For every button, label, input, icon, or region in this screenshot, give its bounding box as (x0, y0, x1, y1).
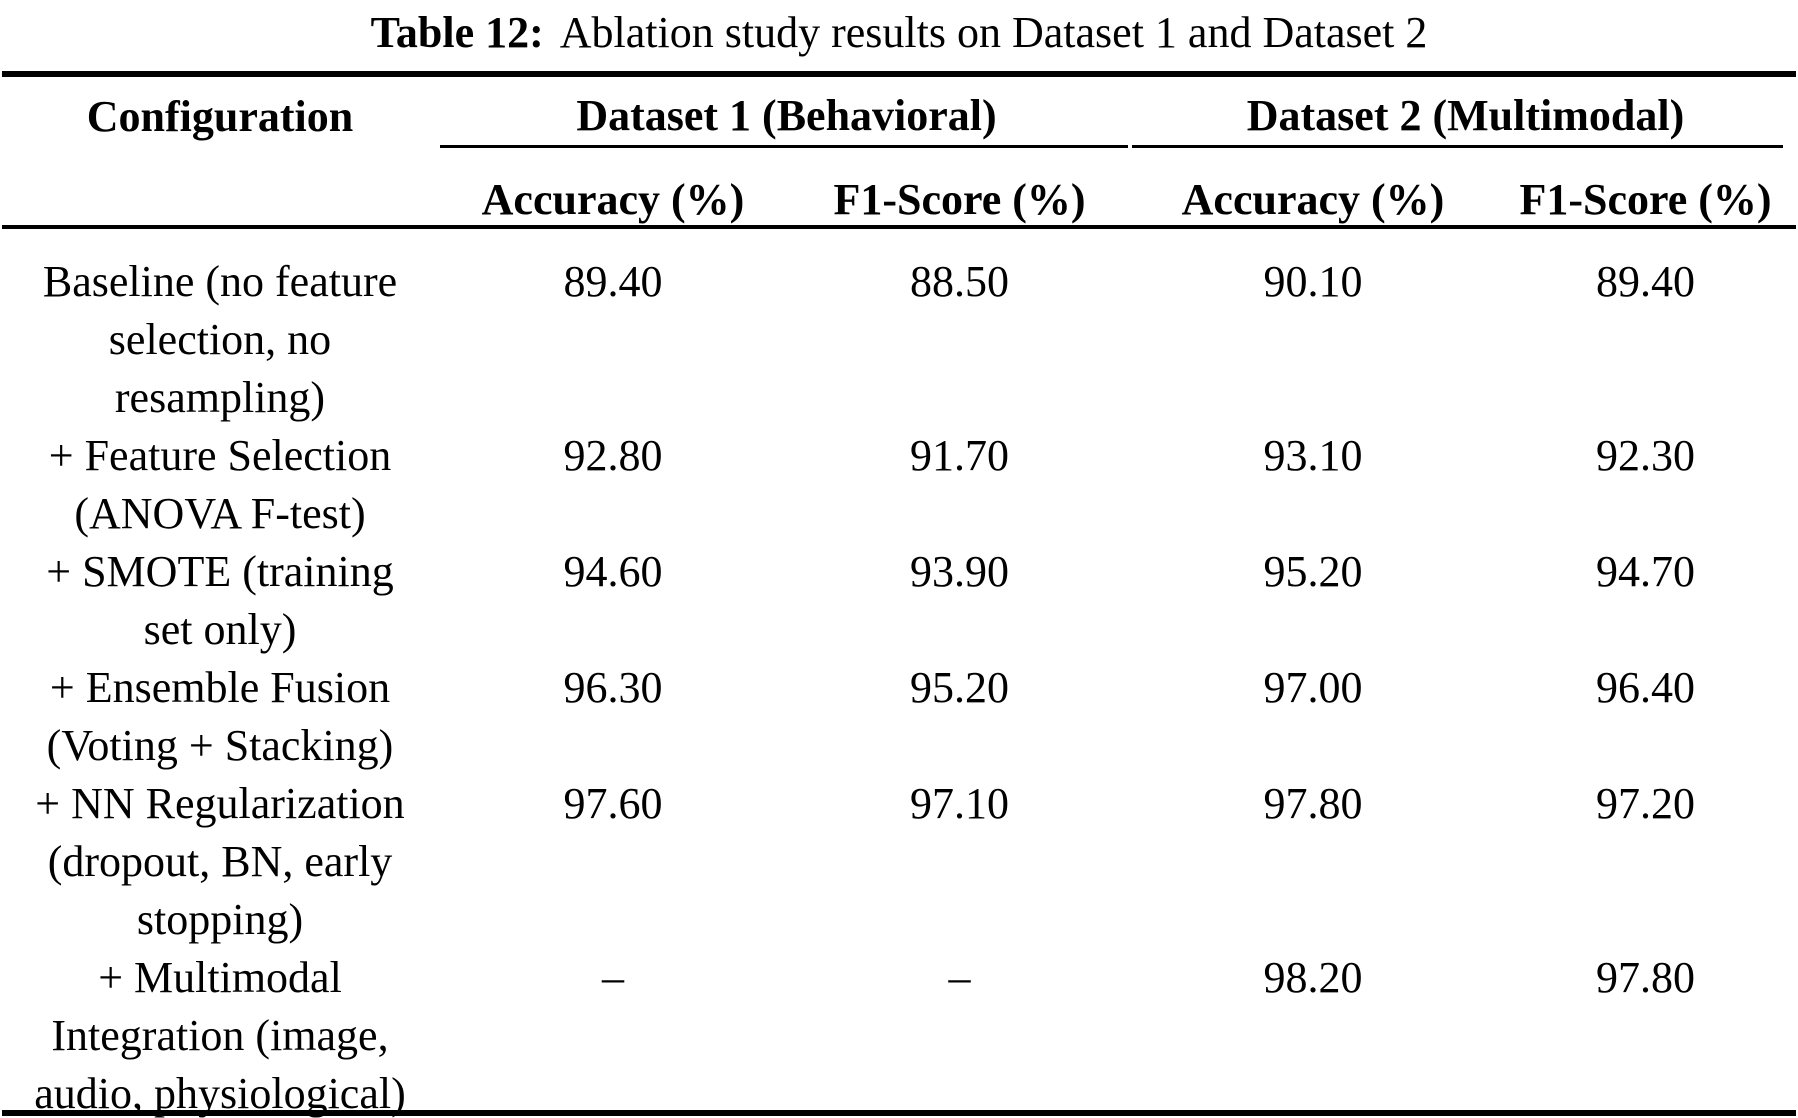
header-bottom-rule (2, 225, 1796, 229)
value-cell: 89.40 (563, 257, 663, 306)
value-cell: 96.30 (563, 663, 663, 712)
value-cell: 97.80 (1263, 779, 1363, 828)
sub-header-row: Accuracy (%) F1-Score (%) Accuracy (%) F… (0, 149, 1798, 239)
column-header-d1-f1score: F1-Score (%) (833, 174, 1086, 224)
config-cell: + Feature Selection (ANOVA F-test) (48, 431, 392, 538)
bottom-rule (2, 1110, 1796, 1116)
config-cell: + Ensemble Fusion (Voting + Stacking) (46, 663, 394, 770)
table-row-baseline: Baseline (no feature selection, no resam… (0, 239, 1798, 427)
value-cell: 96.40 (1596, 663, 1695, 712)
table-row-ensemble-fusion: + Ensemble Fusion (Voting + Stacking) 96… (0, 659, 1798, 775)
value-cell: 92.30 (1596, 431, 1695, 480)
value-cell: 97.80 (1596, 953, 1695, 1002)
column-header-d1-accuracy: Accuracy (%) (481, 174, 745, 224)
ablation-results-table: Configuration Dataset 1 (Behavioral) Dat… (0, 77, 1798, 1118)
table-row-multimodal-integration: + Multimodal Integration (image, audio, … (0, 949, 1798, 1118)
value-cell: 91.70 (910, 431, 1009, 480)
value-cell: – (948, 953, 971, 1002)
value-cell: 93.10 (1263, 431, 1363, 480)
table-caption-text: Ablation study results on Dataset 1 and … (559, 8, 1428, 57)
column-header-d2-f1score: F1-Score (%) (1519, 174, 1772, 224)
table-row-smote: + SMOTE (training set only) 94.60 93.90 … (0, 543, 1798, 659)
config-cell: + SMOTE (training set only) (46, 547, 394, 654)
value-cell: – (602, 953, 624, 1002)
group-header-dataset2: Dataset 2 (Multimodal) (1246, 90, 1685, 140)
top-rule (2, 71, 1796, 77)
value-cell: 92.80 (563, 431, 663, 480)
table-row-feature-selection: + Feature Selection (ANOVA F-test) 92.80… (0, 427, 1798, 543)
value-cell: 94.70 (1596, 547, 1695, 596)
config-cell: Baseline (no feature selection, no resam… (42, 257, 398, 422)
column-header-configuration: Configuration (86, 92, 354, 141)
table-row-nn-regularization: + NN Regularization (dropout, BN, early … (0, 775, 1798, 949)
table-caption-label: Table 12: (370, 8, 544, 57)
value-cell: 98.20 (1263, 953, 1363, 1002)
value-cell: 90.10 (1263, 257, 1363, 306)
value-cell: 97.20 (1596, 779, 1695, 828)
value-cell: 97.60 (563, 779, 663, 828)
column-header-d2-accuracy: Accuracy (%) (1181, 174, 1445, 224)
value-cell: 97.10 (910, 779, 1009, 828)
value-cell: 95.20 (910, 663, 1009, 712)
value-cell: 93.90 (910, 547, 1009, 596)
cmidrule-dataset1 (440, 145, 1128, 148)
table-caption: Table 12: Ablation study results on Datas… (0, 8, 1798, 58)
group-header-dataset1: Dataset 1 (Behavioral) (576, 90, 997, 140)
value-cell: 95.20 (1263, 547, 1363, 596)
value-cell: 94.60 (563, 547, 663, 596)
value-cell: 89.40 (1596, 257, 1695, 306)
config-cell: + NN Regularization (dropout, BN, early … (35, 779, 405, 944)
config-cell: + Multimodal Integration (image, audio, … (34, 953, 406, 1118)
group-header-row: Configuration Dataset 1 (Behavioral) Dat… (0, 77, 1798, 149)
value-cell: 97.00 (1263, 663, 1363, 712)
cmidrule-dataset2 (1132, 145, 1783, 148)
value-cell: 88.50 (910, 257, 1009, 306)
